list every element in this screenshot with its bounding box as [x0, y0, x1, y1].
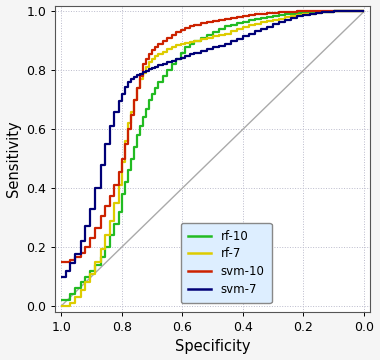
Y-axis label: Sensitivity: Sensitivity [6, 120, 21, 197]
Legend: rf-10, rf-7, svm-10, svm-7: rf-10, rf-7, svm-10, svm-7 [181, 222, 272, 303]
X-axis label: Specificity: Specificity [175, 339, 250, 355]
